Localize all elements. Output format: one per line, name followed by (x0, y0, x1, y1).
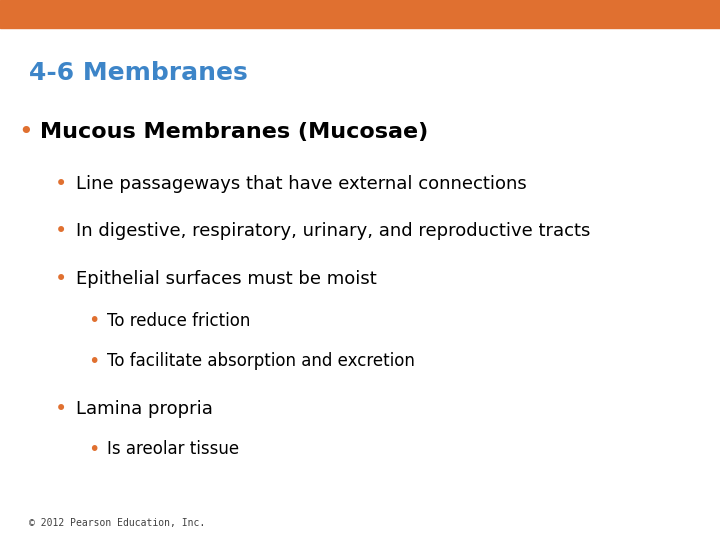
Text: 4-6 Membranes: 4-6 Membranes (29, 61, 248, 85)
Text: To reduce friction: To reduce friction (107, 312, 250, 330)
Text: Mucous Membranes (Mucosae): Mucous Membranes (Mucosae) (40, 122, 428, 143)
Text: •: • (55, 221, 68, 241)
Text: •: • (55, 268, 68, 289)
Text: Epithelial surfaces must be moist: Epithelial surfaces must be moist (76, 269, 377, 288)
Text: To facilitate absorption and excretion: To facilitate absorption and excretion (107, 352, 415, 370)
Text: •: • (18, 120, 32, 144)
Text: Line passageways that have external connections: Line passageways that have external conn… (76, 174, 526, 193)
Text: •: • (88, 352, 99, 371)
Text: •: • (55, 399, 68, 419)
Text: •: • (88, 440, 99, 459)
Text: •: • (55, 173, 68, 194)
Text: Is areolar tissue: Is areolar tissue (107, 440, 239, 458)
Text: © 2012 Pearson Education, Inc.: © 2012 Pearson Education, Inc. (29, 518, 205, 528)
Text: Lamina propria: Lamina propria (76, 400, 212, 418)
Text: •: • (88, 311, 99, 330)
Text: In digestive, respiratory, urinary, and reproductive tracts: In digestive, respiratory, urinary, and … (76, 222, 590, 240)
